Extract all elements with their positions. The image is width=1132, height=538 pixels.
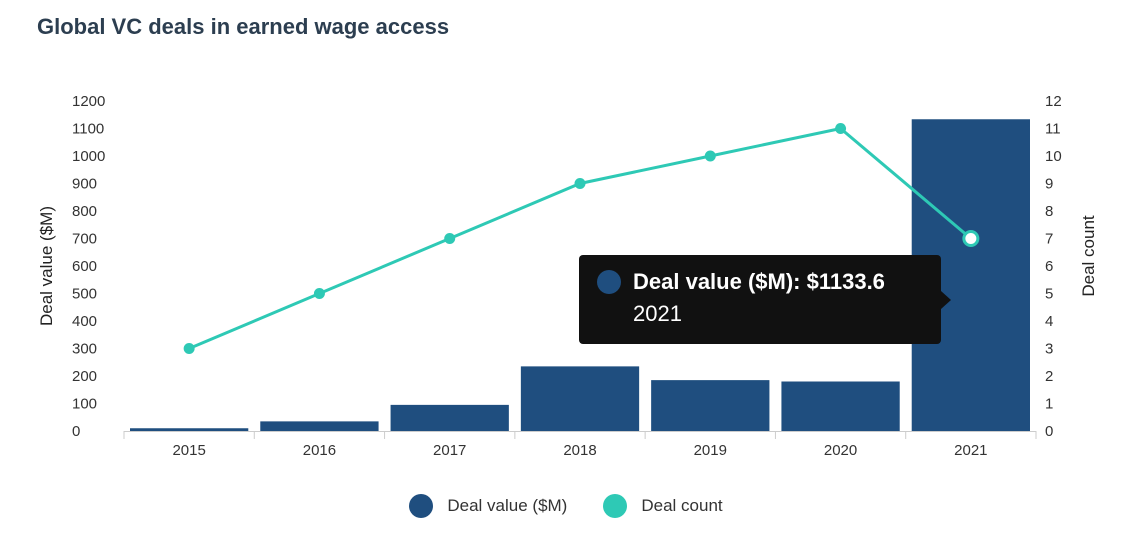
y2-tick-label: 4 [1045, 313, 1053, 330]
line-point [835, 123, 847, 134]
legend-label-deal-count: Deal count [641, 496, 723, 515]
y-tick-label: 200 [72, 368, 97, 385]
x-tick-label: 2020 [824, 442, 857, 459]
y2-tick-label: 2 [1045, 368, 1053, 385]
x-tick-label: 2015 [172, 442, 205, 459]
y-tick-label: 700 [72, 231, 97, 248]
y-tick-label: 800 [72, 203, 97, 220]
y2-tick-label: 7 [1045, 231, 1053, 248]
x-tick-label: 2019 [694, 442, 727, 459]
legend-item-deal-count[interactable]: Deal count [603, 494, 723, 518]
legend-swatch-deal-count [603, 494, 628, 518]
x-tick-label: 2021 [954, 442, 987, 459]
line-point [704, 150, 716, 162]
line-point [962, 230, 980, 247]
legend: Deal value ($M) Deal count [0, 494, 1132, 518]
y-tick-label: 1200 [72, 93, 105, 110]
y2-tick-label: 3 [1045, 341, 1053, 358]
y-tick-label: 1000 [72, 148, 105, 165]
bar [130, 428, 249, 431]
bar [651, 380, 770, 431]
y-tick-label: 900 [72, 176, 97, 193]
y-tick-label: 100 [72, 396, 97, 413]
y-axis-title: Deal value ($M) [37, 206, 56, 326]
x-tick-label: 2018 [563, 442, 596, 459]
y2-tick-label: 1 [1045, 396, 1053, 413]
line-point [574, 178, 586, 189]
line-point [183, 343, 195, 354]
bar [781, 381, 900, 431]
y-tick-label: 500 [72, 286, 97, 303]
y2-tick-label: 6 [1045, 258, 1053, 275]
legend-label-deal-value: Deal value ($M) [447, 496, 568, 515]
y2-tick-label: 10 [1045, 148, 1062, 165]
legend-item-deal-value[interactable]: Deal value ($M) [409, 494, 567, 518]
y-tick-label: 0 [72, 423, 80, 440]
tooltip-label: Deal value ($M): $1133.6 [633, 269, 885, 294]
legend-swatch-deal-value [409, 494, 434, 518]
tooltip: Deal value ($M): $1133.6 2021 [579, 255, 951, 344]
y2-tick-label: 12 [1045, 93, 1062, 110]
tooltip-series-dot [597, 270, 621, 294]
y-tick-label: 300 [72, 341, 97, 358]
y-tick-label: 600 [72, 258, 97, 275]
y2-tick-label: 11 [1045, 121, 1061, 138]
y-tick-label: 400 [72, 313, 97, 330]
bar [260, 421, 379, 431]
chart-title: Global VC deals in earned wage access [37, 14, 450, 39]
y-tick-label: 1100 [72, 121, 104, 138]
y2-tick-label: 9 [1045, 176, 1053, 193]
y2-tick-label: 0 [1045, 423, 1053, 440]
x-tick-label: 2016 [303, 442, 336, 459]
tooltip-category: 2021 [633, 301, 682, 326]
y2-tick-label: 8 [1045, 203, 1053, 220]
line-point [313, 288, 325, 299]
y2-tick-label: 5 [1045, 286, 1053, 303]
y2-axis-title: Deal count [1079, 215, 1098, 297]
bar [520, 366, 640, 431]
line-point [444, 233, 456, 244]
x-tick-label: 2017 [433, 442, 466, 459]
bar [390, 404, 509, 431]
